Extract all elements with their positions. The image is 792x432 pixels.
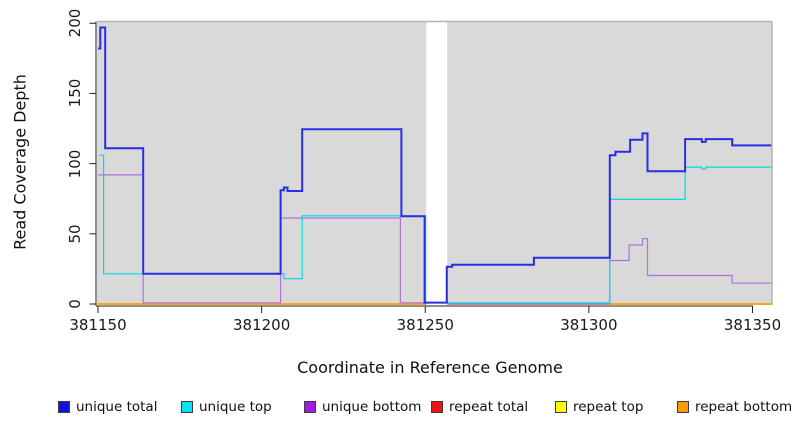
y-tick-label: 0 xyxy=(66,299,84,309)
x-tick-label: 381350 xyxy=(723,316,782,334)
x-tick-label: 381250 xyxy=(396,316,454,334)
y-tick-label: 150 xyxy=(66,79,84,108)
y-tick-label: 100 xyxy=(66,149,84,178)
y-tick-label: 200 xyxy=(66,8,84,38)
x-tick-label: 381300 xyxy=(560,316,618,334)
y-axis-title: Read Coverage Depth xyxy=(10,74,30,250)
y-tick-label: 50 xyxy=(66,224,84,244)
x-tick-label: 381200 xyxy=(232,316,291,334)
x-tick-label: 381150 xyxy=(69,316,127,334)
x-axis-title: Coordinate in Reference Genome xyxy=(297,358,563,377)
